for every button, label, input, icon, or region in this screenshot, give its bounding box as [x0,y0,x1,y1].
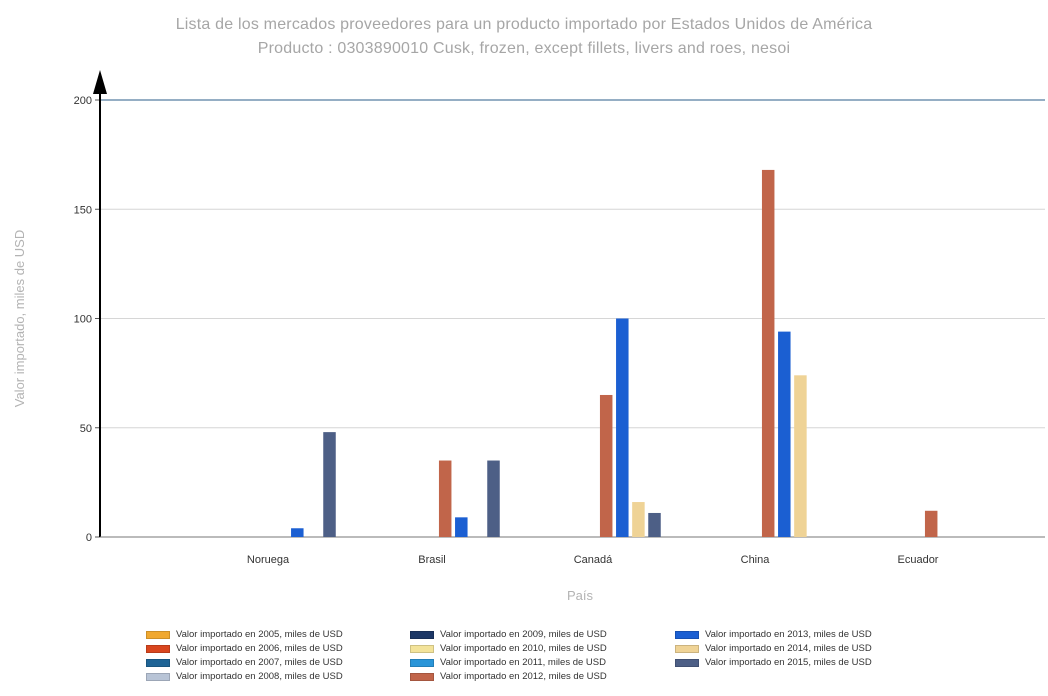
legend-item: Valor importado en 2011, miles de USD [410,656,675,669]
legend-swatch [410,658,434,667]
chart-legend: Valor importado en 2005, miles de USD Val… [146,628,945,683]
legend-swatch [410,630,434,639]
x-tick-label: Brasil [418,554,446,566]
y-axis-arrow [93,70,107,94]
legend-label: Valor importado en 2008, miles de USD [176,671,343,682]
bar [599,394,613,537]
x-tick-label: Noruega [247,554,290,566]
legend-item: Valor importado en 2007, miles de USD [146,656,410,669]
y-tick-label: 100 [74,314,92,326]
bar [924,510,938,537]
y-tick-label: 50 [80,423,92,435]
legend-label: Valor importado en 2006, miles de USD [176,643,343,654]
legend-swatch [675,630,699,639]
x-tick-label: Ecuador [898,554,939,566]
y-tick-label: 0 [86,532,92,544]
bar [632,502,645,537]
legend-label: Valor importado en 2012, miles de USD [440,671,607,682]
bar [291,528,304,537]
legend-label: Valor importado en 2007, miles de USD [176,657,343,668]
bar [323,432,336,537]
legend-label: Valor importado en 2013, miles de USD [705,629,872,640]
legend-swatch [146,672,170,681]
legend-swatch [675,644,699,653]
legend-swatch [146,630,170,639]
legend-label: Valor importado en 2015, miles de USD [705,657,872,668]
chart-subtitle: Producto : 0303890010 Cusk, frozen, exce… [257,40,791,57]
bar [794,375,807,537]
legend-item: Valor importado en 2008, miles de USD [146,670,410,683]
legend-label: Valor importado en 2011, miles de USD [440,657,606,668]
legend-item: Valor importado en 2012, miles de USD [410,670,675,683]
x-tick-label: China [741,554,771,566]
bar [761,169,775,538]
y-tick-label: 150 [74,204,92,216]
bar [487,460,500,537]
y-tick-label: 200 [74,95,92,107]
x-tick-label: Canadá [574,554,613,566]
bar [438,460,452,537]
bar [455,517,468,537]
legend-item: Valor importado en 2006, miles de USD [146,642,410,655]
legend-label: Valor importado en 2009, miles de USD [440,629,607,640]
legend-item: Valor importado en 2005, miles de USD [146,628,410,641]
y-axis-title: Valor importado, miles de USD [12,230,27,408]
legend-swatch [410,672,434,681]
legend-item: Valor importado en 2013, miles de USD [675,628,945,641]
legend-swatch [146,658,170,667]
legend-label: Valor importado en 2014, miles de USD [705,643,872,654]
bar [616,318,629,537]
legend-item: Valor importado en 2010, miles de USD [410,642,675,655]
legend-label: Valor importado en 2005, miles de USD [176,629,343,640]
bar-chart: 0 50 100 150 200 Valor importado, miles de US… [12,70,1045,603]
legend-item: Valor importado en 2009, miles de USD [410,628,675,641]
legend-item: Valor importado en 2015, miles de USD [675,656,945,669]
x-axis-title: País [567,588,594,603]
legend-swatch [675,658,699,667]
legend-label: Valor importado en 2010, miles de USD [440,643,607,654]
legend-swatch [410,644,434,653]
bar [778,331,791,537]
legend-swatch [146,644,170,653]
legend-item [675,670,945,683]
bar [648,512,661,537]
legend-item: Valor importado en 2014, miles de USD [675,642,945,655]
chart-title: Lista de los mercados proveedores para u… [175,16,873,33]
